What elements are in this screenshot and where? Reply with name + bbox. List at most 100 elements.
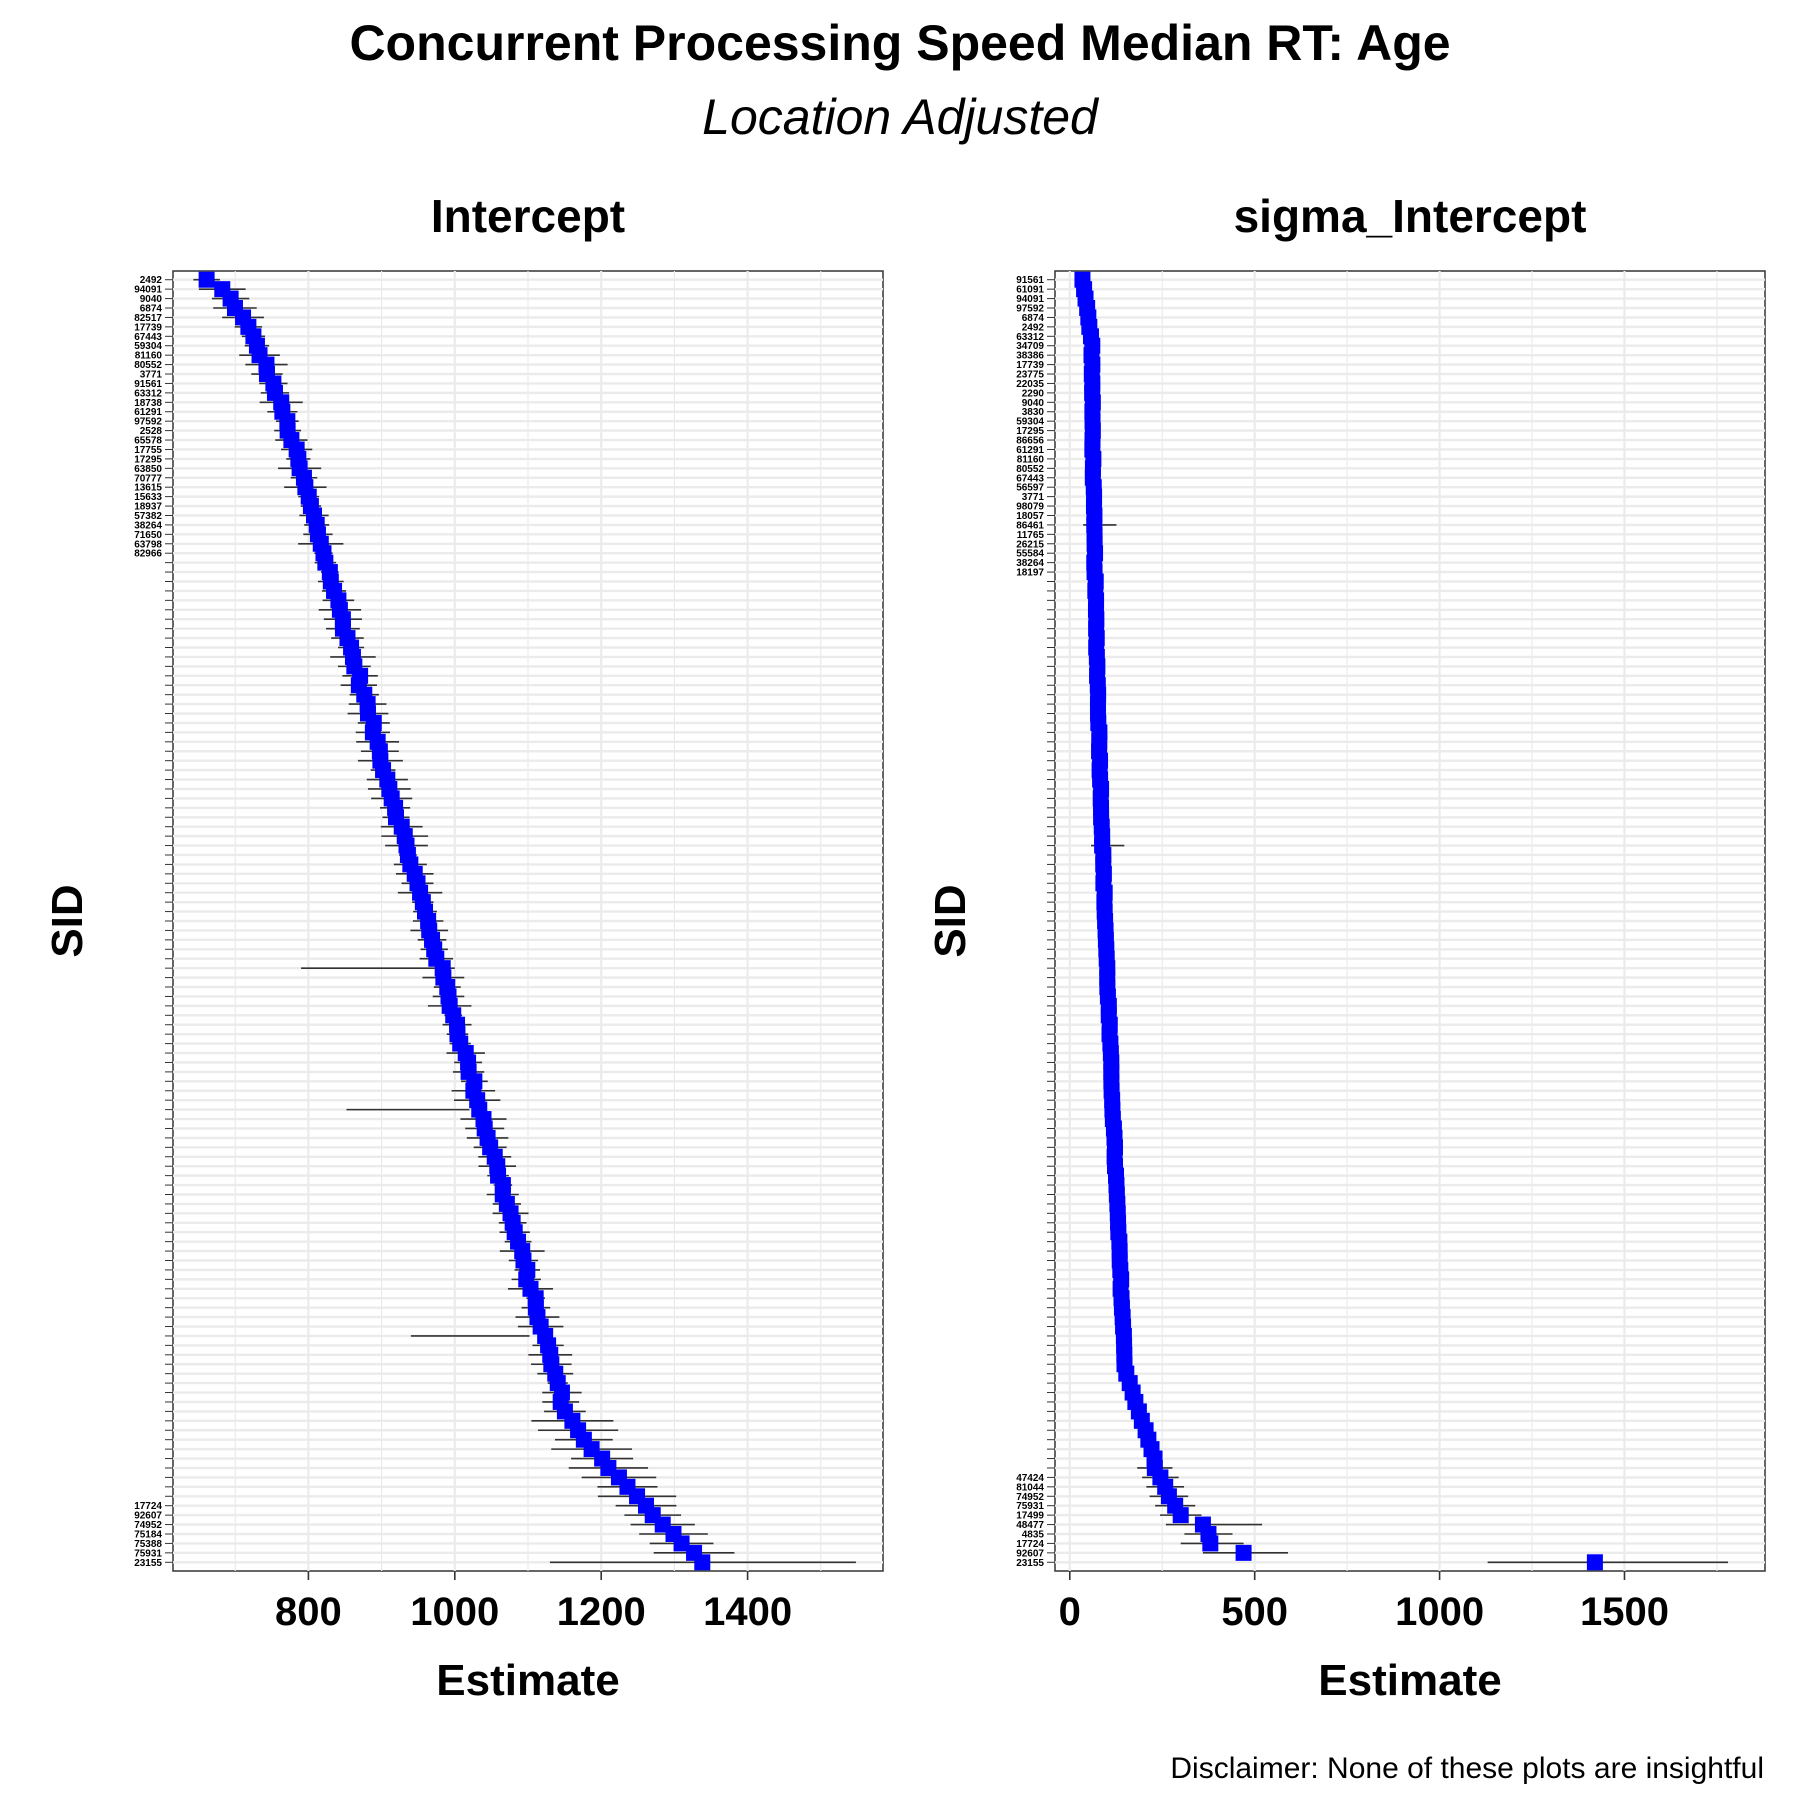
sid-label: 38386 — [1016, 351, 1044, 362]
sid-label: 81044 — [1016, 1482, 1044, 1493]
sid-label: 75931 — [134, 1548, 162, 1559]
sid-label: 3771 — [140, 370, 163, 381]
sid-label: 91561 — [134, 379, 162, 390]
sid-label: 61291 — [1016, 445, 1044, 456]
sid-label: 17295 — [134, 454, 162, 465]
x-tick-label: 0 — [1059, 1590, 1081, 1634]
sid-label: 61291 — [134, 407, 162, 418]
sid-label: 80552 — [134, 360, 162, 371]
x-tick-label: 1200 — [557, 1590, 646, 1634]
sid-label: 18738 — [134, 398, 162, 409]
panel-sigma-intercept-x-ticks: 0 500 1000 1500 — [1059, 1571, 1669, 1634]
panel-intercept-grid — [173, 271, 883, 1571]
estimate-point — [1202, 1535, 1219, 1552]
sid-label: 48477 — [1016, 1520, 1044, 1531]
sid-label: 18057 — [1016, 511, 1044, 522]
sid-label: 6874 — [140, 304, 163, 315]
sid-label: 15633 — [134, 492, 162, 503]
sid-label: 38264 — [134, 520, 162, 531]
sid-label: 22035 — [1016, 379, 1044, 390]
panel-sigma-intercept-title: sigma_Intercept — [1234, 190, 1587, 242]
estimate-point — [198, 271, 215, 288]
estimate-point — [1172, 1507, 1189, 1524]
sid-label: 34709 — [1016, 341, 1044, 352]
sid-label: 59304 — [1016, 417, 1044, 428]
sid-label: 81160 — [1017, 454, 1045, 465]
sid-label: 75184 — [134, 1529, 162, 1540]
sid-label: 2492 — [140, 275, 163, 286]
sid-label: 11765 — [1017, 530, 1045, 541]
sid-label: 23155 — [1016, 1558, 1044, 1569]
x-tick-label: 500 — [1221, 1590, 1288, 1634]
estimate-point — [1235, 1544, 1252, 1561]
sid-label: 74952 — [134, 1520, 162, 1531]
sid-label: 67443 — [1016, 473, 1044, 484]
sid-label: 67443 — [134, 332, 162, 343]
sid-label: 17755 — [134, 445, 162, 456]
sid-label: 97592 — [1016, 304, 1044, 315]
panel-sigma-intercept: 9156161091940919759268742492633123470938… — [926, 190, 1766, 1705]
x-tick-label: 1000 — [410, 1590, 499, 1634]
estimate-point — [694, 1554, 711, 1571]
sid-label: 82517 — [134, 313, 162, 324]
figure-subtitle: Location Adjusted — [702, 89, 1098, 145]
sid-label: 47424 — [1016, 1473, 1044, 1484]
panel-intercept-x-axis-title: Estimate — [436, 1656, 619, 1705]
panel-intercept-x-ticks: 800 1000 1200 1400 — [275, 1571, 792, 1634]
figure-title: Concurrent Processing Speed Median RT: A… — [349, 15, 1451, 71]
sid-label: 70777 — [134, 473, 162, 484]
sid-label: 26215 — [1016, 539, 1044, 550]
sid-label: 74952 — [1016, 1492, 1044, 1503]
sid-label: 55584 — [1016, 549, 1044, 560]
sid-label: 17499 — [1016, 1511, 1044, 1522]
sid-label: 18197 — [1016, 568, 1044, 579]
sid-label: 61091 — [1016, 285, 1044, 296]
sid-label: 86461 — [1016, 520, 1044, 531]
sid-label: 75931 — [1016, 1501, 1044, 1512]
sid-label: 63798 — [134, 539, 162, 550]
sid-label: 2492 — [1022, 322, 1045, 333]
sid-label: 63312 — [1016, 332, 1044, 343]
panel-sigma-intercept-points — [1074, 271, 1603, 1571]
sid-label: 18937 — [134, 502, 162, 513]
sid-label: 57382 — [134, 511, 162, 522]
estimate-point — [673, 1535, 690, 1552]
sid-label: 63850 — [134, 464, 162, 475]
panel-sigma-intercept-sid-labels: 9156161091940919759268742492633123470938… — [1016, 275, 1055, 1569]
sid-label: 3771 — [1022, 492, 1045, 503]
sid-label: 17724 — [1016, 1539, 1044, 1550]
sid-label: 92607 — [134, 1511, 162, 1522]
sid-label: 23155 — [134, 1558, 162, 1569]
sid-label: 94091 — [134, 285, 162, 296]
sid-label: 38264 — [1016, 558, 1044, 569]
sid-label: 86656 — [1016, 436, 1044, 447]
sid-label: 97592 — [134, 417, 162, 428]
sid-label: 65578 — [134, 436, 162, 447]
x-tick-label: 1000 — [1395, 1590, 1484, 1634]
x-tick-label: 1400 — [703, 1590, 792, 1634]
sid-label: 98079 — [1016, 502, 1044, 513]
sid-label: 81160 — [135, 351, 163, 362]
sid-label: 82966 — [134, 549, 162, 560]
panel-sigma-intercept-x-axis-title: Estimate — [1318, 1656, 1501, 1705]
sid-label: 75388 — [134, 1539, 162, 1550]
sid-label: 80552 — [1016, 464, 1044, 475]
estimate-point — [1586, 1554, 1603, 1571]
sid-label: 71650 — [134, 530, 162, 541]
sid-label: 23775 — [1016, 370, 1044, 381]
sid-label: 63312 — [134, 388, 162, 399]
panel-intercept-sid-labels: 2492940919040687482517177396744359304811… — [134, 275, 173, 1569]
sid-label: 17295 — [1016, 426, 1044, 437]
sid-label: 92607 — [1016, 1548, 1044, 1559]
sid-label: 3830 — [1022, 407, 1045, 418]
sid-label: 17739 — [134, 322, 162, 333]
sid-label: 17739 — [1016, 360, 1044, 371]
panel-intercept-y-axis-title: SID — [43, 884, 92, 957]
panel-intercept-points — [198, 271, 711, 1571]
sid-label: 6874 — [1022, 313, 1045, 324]
panel-intercept-title: Intercept — [431, 190, 625, 242]
x-tick-label: 800 — [275, 1590, 342, 1634]
sid-label: 9040 — [1022, 398, 1045, 409]
sid-label: 56597 — [1016, 483, 1044, 494]
